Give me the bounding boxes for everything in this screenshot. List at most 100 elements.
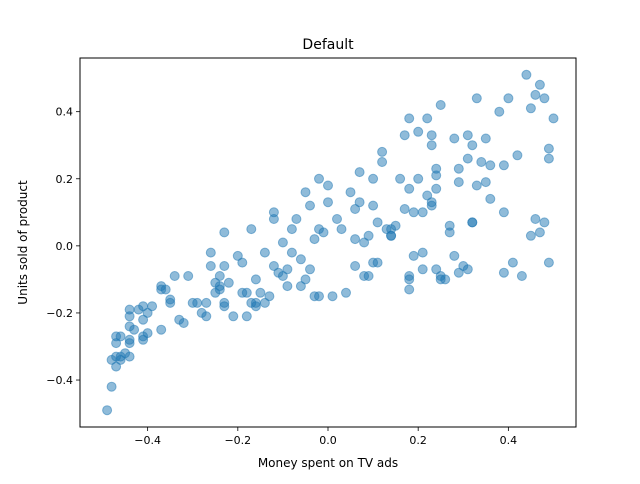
data-point <box>435 100 446 110</box>
data-point <box>422 113 433 124</box>
data-point <box>476 157 487 167</box>
data-point <box>300 274 311 285</box>
data-point <box>250 297 261 308</box>
data-point <box>237 257 248 268</box>
data-point <box>404 284 415 295</box>
data-point <box>178 318 189 328</box>
data-point <box>323 197 333 208</box>
data-point <box>124 351 135 362</box>
data-point <box>246 224 257 235</box>
data-point <box>183 271 194 281</box>
data-point <box>372 257 383 268</box>
data-point <box>516 271 527 281</box>
data-point <box>223 277 234 288</box>
data-point <box>462 130 473 141</box>
chart-title: Default <box>302 37 354 53</box>
data-point <box>214 281 225 292</box>
data-point <box>467 217 478 228</box>
data-point <box>305 264 315 275</box>
data-point <box>512 150 523 161</box>
data-point <box>318 227 329 238</box>
y-tick-label: 0.0 <box>56 240 74 253</box>
data-point <box>453 163 464 174</box>
data-point <box>124 334 135 345</box>
data-point <box>530 89 541 100</box>
data-point <box>404 274 415 285</box>
data-point <box>124 311 135 322</box>
y-tick-label: −0.2 <box>46 307 73 320</box>
data-point <box>341 287 351 298</box>
data-point <box>241 311 252 322</box>
data-point <box>129 324 140 335</box>
data-point <box>417 207 428 218</box>
data-point <box>467 140 478 151</box>
data-point <box>449 133 460 144</box>
data-point <box>417 264 428 275</box>
data-point <box>368 173 379 184</box>
data-point <box>543 257 554 268</box>
data-point <box>282 281 293 292</box>
x-tick-label: −0.2 <box>224 434 251 447</box>
x-tick-label: −0.4 <box>134 434 161 447</box>
data-point <box>498 160 509 171</box>
data-point <box>525 103 536 114</box>
data-point <box>241 287 252 298</box>
data-point <box>286 247 297 258</box>
data-point <box>255 287 266 298</box>
data-point <box>404 113 415 124</box>
data-point <box>462 264 473 275</box>
data-point <box>286 224 297 235</box>
data-point <box>363 271 374 281</box>
data-point <box>350 204 361 214</box>
data-point <box>156 324 167 335</box>
data-point <box>494 106 505 117</box>
data-point <box>336 224 347 235</box>
data-point <box>142 328 153 339</box>
data-point <box>372 217 383 228</box>
data-point <box>160 284 171 295</box>
x-tick-label: 0.0 <box>319 434 337 447</box>
data-point <box>201 297 212 308</box>
data-point <box>386 230 397 241</box>
data-point <box>530 214 541 224</box>
x-axis-label: Money spent on TV ads <box>258 456 398 470</box>
data-point <box>503 93 514 104</box>
data-point <box>480 133 491 144</box>
data-point <box>413 126 424 137</box>
data-point <box>498 267 509 278</box>
data-point <box>259 247 270 258</box>
data-point <box>426 130 437 141</box>
data-point <box>300 187 311 198</box>
data-point <box>539 217 550 228</box>
data-point <box>192 297 203 308</box>
data-point <box>399 204 410 214</box>
data-point <box>295 254 306 265</box>
data-point <box>205 247 216 258</box>
data-point <box>201 311 212 322</box>
data-point <box>399 130 410 141</box>
y-tick-label: 0.4 <box>56 106 74 119</box>
data-point <box>449 250 460 261</box>
data-point <box>219 301 230 312</box>
data-point <box>314 291 324 302</box>
x-tick-label: 0.2 <box>409 434 427 447</box>
x-axis-ticks: −0.4 −0.2 0.0 0.2 0.4 <box>134 427 517 447</box>
data-point <box>440 274 451 285</box>
y-tick-label: 0.2 <box>56 173 74 186</box>
data-point <box>431 183 442 194</box>
data-point <box>408 250 419 261</box>
data-point <box>106 381 117 392</box>
y-axis-ticks: −0.4 −0.2 0.0 0.2 0.4 <box>46 106 80 387</box>
data-point <box>228 311 239 322</box>
data-point <box>543 143 554 154</box>
data-point <box>539 93 550 104</box>
data-point <box>350 234 361 245</box>
data-point <box>268 214 279 224</box>
y-axis-label: Units sold of product <box>16 180 30 305</box>
data-point <box>426 197 437 208</box>
data-point <box>471 180 482 191</box>
data-point <box>480 177 491 188</box>
